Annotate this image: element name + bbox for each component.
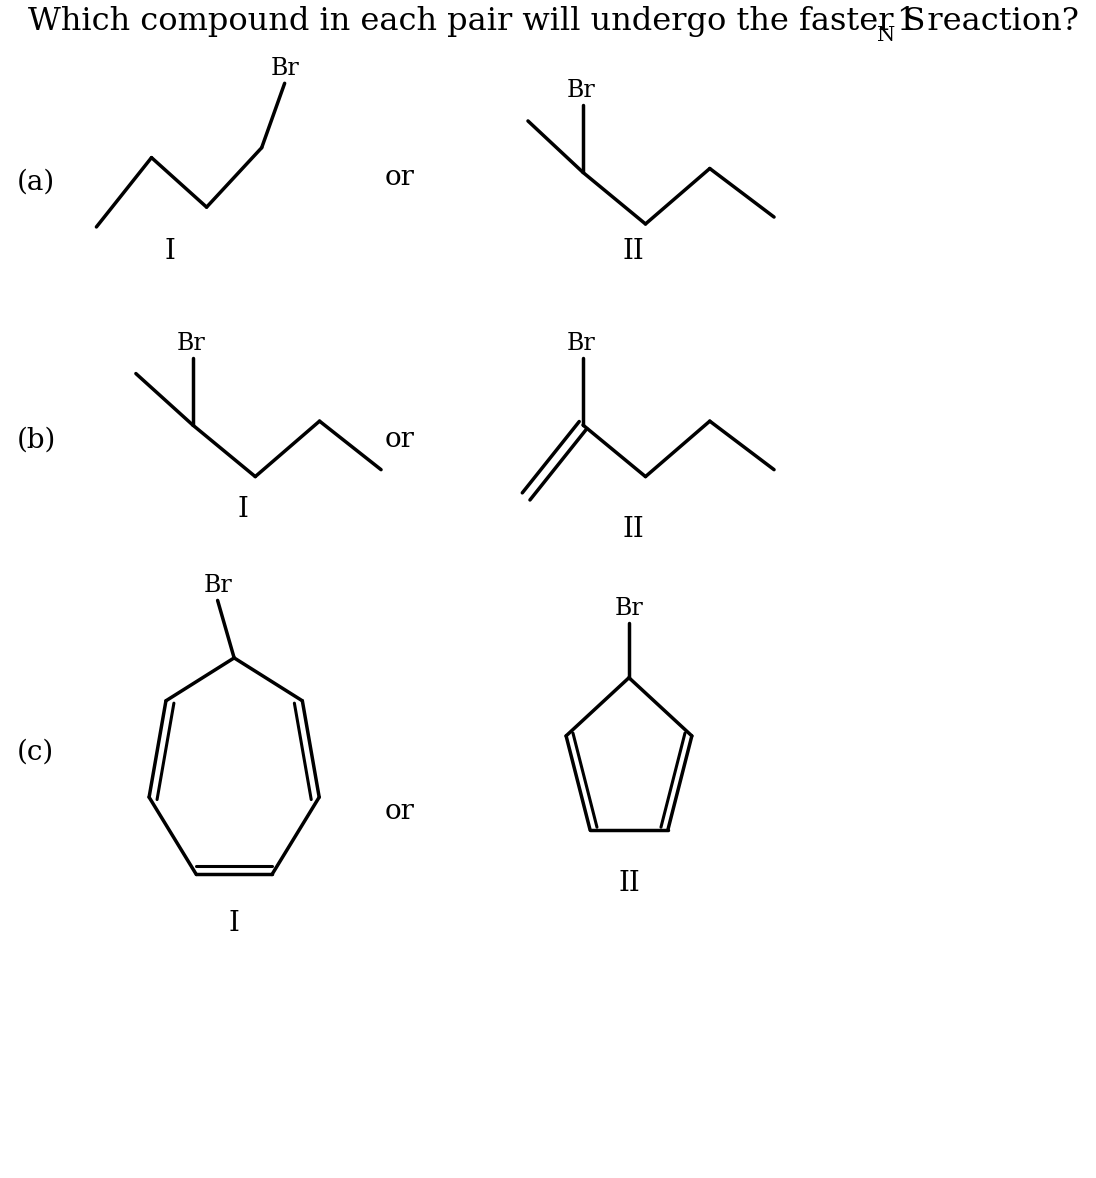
Text: or: or — [385, 164, 414, 191]
Text: or: or — [385, 426, 414, 454]
Text: (c): (c) — [16, 739, 54, 766]
Text: I: I — [164, 238, 175, 265]
Text: II: II — [623, 516, 644, 543]
Text: II: II — [623, 238, 644, 265]
Text: Br: Br — [615, 597, 643, 621]
Text: Br: Br — [567, 332, 595, 355]
Text: Which compound in each pair will undergo the faster S: Which compound in each pair will undergo… — [27, 6, 925, 37]
Text: Br: Br — [203, 575, 232, 597]
Text: N: N — [877, 26, 895, 45]
Text: Br: Br — [176, 332, 205, 355]
Text: (a): (a) — [16, 168, 55, 196]
Text: I: I — [238, 496, 249, 523]
Text: I: I — [229, 909, 240, 937]
Text: Br: Br — [271, 58, 299, 80]
Text: II: II — [618, 871, 640, 898]
Text: 1 reaction?: 1 reaction? — [898, 6, 1078, 37]
Text: or: or — [385, 798, 414, 825]
Text: Br: Br — [567, 79, 595, 102]
Text: (b): (b) — [16, 426, 56, 454]
